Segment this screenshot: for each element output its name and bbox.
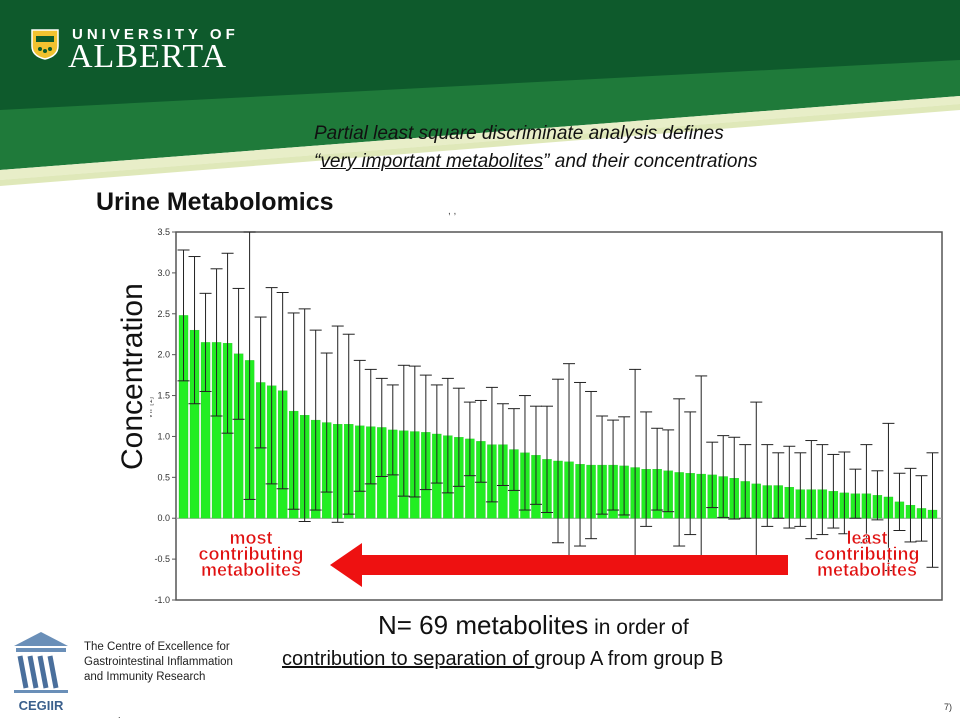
contribution-line: contribution to separation of group A fr… [282, 648, 723, 671]
cegiir-line-3: and Immunity Research [84, 671, 206, 683]
y-tick-label: 1.0 [157, 431, 170, 441]
logo-top-text: UNIVERSITY OF [72, 26, 239, 43]
most-line-1: most [229, 528, 273, 548]
y-tick-label: 0.5 [157, 472, 170, 482]
y-tick-label: 2.0 [157, 350, 170, 360]
most-line-2: contributing [198, 544, 304, 564]
cegiir-line-2: Gastrointestinal Inflammation [84, 656, 233, 668]
vip-bar-chart: -1.0 -0.5 0.0 0.5 1.0 1.5 2.0 2.5 3.0 3.5 VIP[1] [150, 228, 943, 604]
metabolite-count: N= 69 metabolites [378, 610, 589, 640]
logo-main-text: ALBERTA [68, 38, 228, 75]
footer-dot: . [118, 710, 121, 720]
cegiir-line-1: The Centre of Excellence for [84, 641, 230, 653]
most-line-3: metabolites [200, 560, 302, 580]
y-tick-label: 0.0 [157, 513, 170, 523]
least-contributing-label: least contributing metabolites [792, 528, 942, 580]
cegiir-description: The Centre of Excellence for Gastrointes… [84, 640, 254, 685]
subtitle-quote-open: “ [314, 151, 321, 172]
y-tick-label: 3.0 [157, 268, 170, 278]
most-contributing-label: most contributing metabolites [178, 528, 324, 580]
least-line-2: contributing [814, 544, 920, 564]
y-tick-label: 1.5 [157, 391, 170, 401]
header-banner [0, 0, 960, 186]
footnote: 7) [943, 702, 952, 712]
y-tick-label: 3.5 [157, 228, 170, 237]
y-axis-label: VIP[1] [150, 397, 154, 419]
university-crest-icon [31, 29, 59, 60]
y-tick-label: -0.5 [154, 554, 170, 564]
cegiir-logo-icon: CEGIIR [14, 632, 68, 713]
contribution-rest: group A from group B [534, 648, 724, 670]
order-text: in order of [588, 616, 689, 639]
least-line-3: metabolites [816, 560, 918, 580]
slide-subtitle: Partial least square discriminate analys… [314, 120, 758, 176]
y-tick-label: -1.0 [154, 595, 170, 604]
contribution-underlined: contribution to separation of [282, 648, 535, 670]
cegiir-name: CEGIIR [19, 698, 64, 713]
subtitle-underlined: very important metabolites [320, 151, 544, 172]
y-axis-title: Concentration [116, 283, 149, 470]
least-line-1: least [846, 528, 888, 548]
y-tick-label: 2.5 [157, 309, 170, 319]
left-arrow-icon [330, 543, 788, 587]
subtitle-line-2: “very important metabolites” and their c… [314, 148, 758, 176]
subtitle-rest: ” and their concentrations [543, 151, 758, 172]
section-title: Urine Metabolomics [96, 188, 334, 216]
ticks-mark: , , [448, 206, 457, 217]
subtitle-line-1: Partial least square discriminate analys… [314, 123, 724, 144]
metabolite-count-line: N= 69 metabolites in order of [378, 610, 689, 641]
